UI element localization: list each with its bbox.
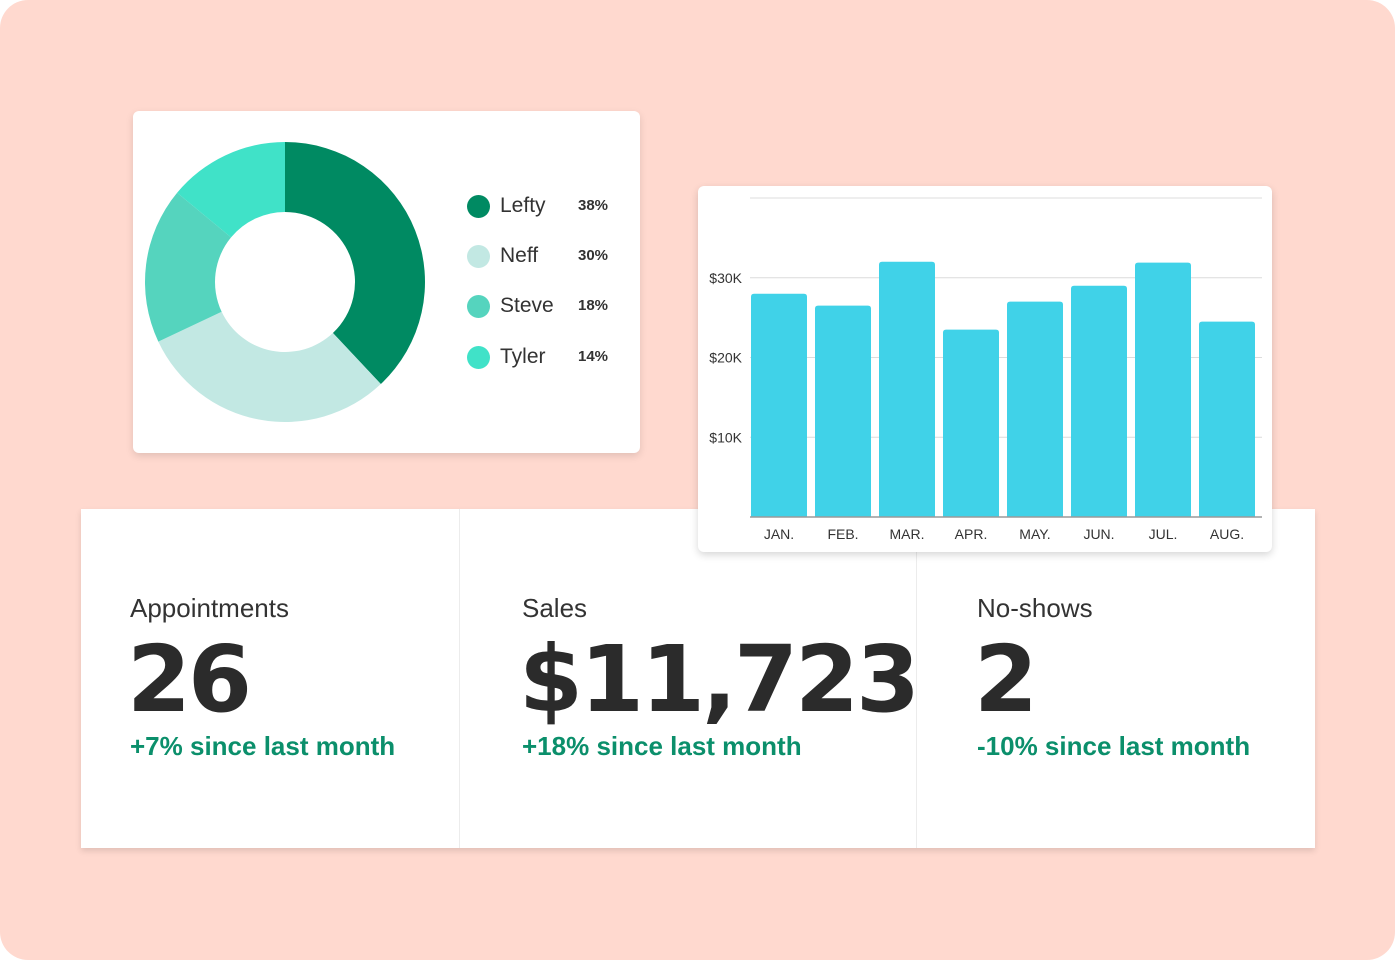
donut-slice-neff[interactable] [158, 311, 381, 422]
bar-jan[interactable] [751, 293, 807, 517]
bar-mar[interactable] [879, 261, 935, 517]
legend-percent: 14% [578, 348, 609, 365]
x-tick-label: JUN. [1083, 526, 1114, 542]
legend-label: Lefty [500, 194, 546, 217]
stat-change: +18% since last month [522, 731, 802, 761]
legend-label: Neff [500, 244, 539, 267]
donut-slice-lefty[interactable] [285, 142, 425, 385]
legend-swatch [467, 195, 490, 218]
bar-aug[interactable] [1199, 321, 1255, 517]
stat-value: 2 [974, 626, 1038, 733]
bar-chart: $10K $20K $30K JAN. FEB. MAR. APR. MAY. JUN. JUL.… [709, 197, 1262, 542]
stat-no-shows: No-shows 2 -10% since last month [974, 509, 1297, 848]
x-tick-label: APR. [955, 526, 988, 542]
donut-slice-tyler[interactable] [177, 142, 285, 238]
legend-swatch [467, 295, 490, 318]
y-tick-label: $30K [709, 270, 742, 286]
stat-change: -10% since last month [977, 731, 1251, 761]
x-tick-label: MAY. [1019, 526, 1050, 542]
stats-panel: Appointments 26 +7% since last month Sal… [81, 509, 1315, 848]
legend-percent: 18% [578, 297, 609, 314]
donut-chart-card: Lefty 38% Neff 30% Steve 18% Tyler 14% [133, 111, 640, 453]
stat-value: 26 [127, 626, 252, 733]
x-tick-label: JUL. [1149, 526, 1178, 542]
stat-divider [459, 509, 460, 848]
legend-item-steve[interactable]: Steve 18% [467, 293, 617, 321]
stat-value: $11,723 [519, 626, 920, 733]
legend-label: Tyler [500, 345, 546, 368]
legend-percent: 30% [578, 247, 609, 264]
stat-divider [916, 509, 917, 848]
stat-label: Appointments [130, 593, 289, 623]
stat-label: Sales [522, 593, 588, 623]
legend-item-lefty[interactable]: Lefty 38% [467, 193, 617, 221]
legend-item-tyler[interactable]: Tyler 14% [467, 344, 617, 372]
bar-feb[interactable] [815, 305, 871, 517]
legend-swatch [467, 245, 490, 268]
y-tick-label: $20K [709, 350, 742, 366]
bar-apr[interactable] [943, 329, 999, 517]
donut-slice-steve[interactable] [145, 192, 232, 342]
x-tick-label: AUG. [1210, 526, 1244, 542]
stat-change: +7% since last month [130, 731, 396, 761]
legend-item-neff[interactable]: Neff 30% [467, 243, 617, 271]
x-tick-label: JAN. [764, 526, 794, 542]
bar-jun[interactable] [1071, 285, 1127, 517]
bar-jul[interactable] [1135, 262, 1191, 517]
bar-chart-card: $10K $20K $30K JAN. FEB. MAR. APR. MAY. JUN. JUL.… [698, 186, 1272, 552]
stat-label: No-shows [977, 593, 1093, 623]
legend-swatch [467, 346, 490, 369]
bar-may[interactable] [1007, 301, 1063, 517]
legend-percent: 38% [578, 197, 609, 214]
stat-appointments: Appointments 26 +7% since last month [127, 509, 460, 848]
y-tick-label: $10K [709, 429, 742, 445]
stat-sales: Sales $11,723 +18% since last month [519, 509, 920, 848]
x-tick-label: FEB. [827, 526, 858, 542]
x-tick-label: MAR. [890, 526, 925, 542]
donut-chart [145, 142, 425, 422]
legend-label: Steve [500, 294, 554, 317]
